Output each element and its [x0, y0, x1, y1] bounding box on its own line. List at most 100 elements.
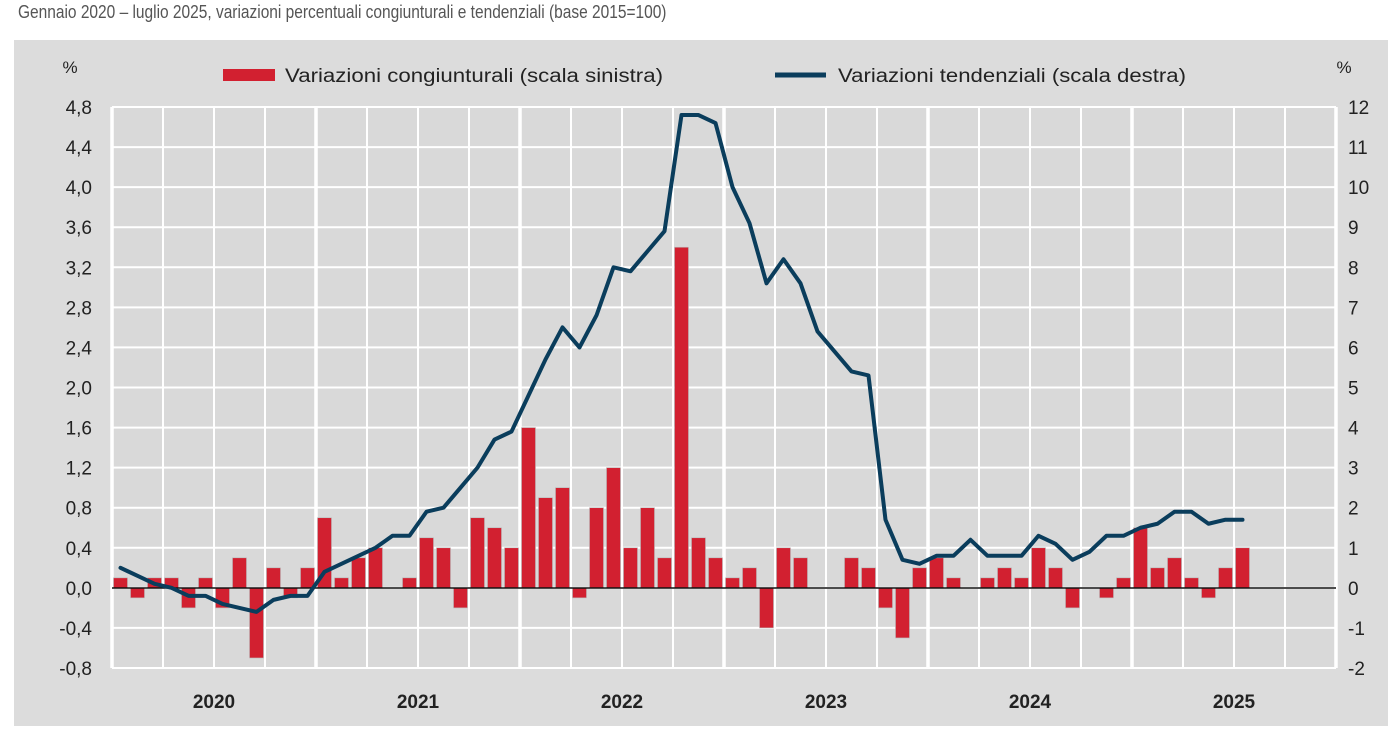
bar [776, 547, 791, 589]
bar [606, 467, 621, 589]
gridlines [110, 106, 1338, 669]
bar [657, 557, 672, 589]
bar [487, 527, 502, 589]
bar [895, 587, 910, 639]
year-label: 2021 [397, 692, 440, 713]
bar [130, 587, 145, 599]
bar [878, 587, 893, 609]
left-tick-label: 0,4 [66, 539, 93, 560]
right-tick-label: 12 [1348, 98, 1369, 119]
right-tick-label: 6 [1348, 338, 1359, 359]
bar [402, 577, 417, 589]
bar [368, 547, 383, 589]
bar [1201, 587, 1216, 599]
bar [351, 557, 366, 589]
right-tick-label: -1 [1348, 619, 1365, 640]
chart-subtitle: Gennaio 2020 – luglio 2025, variazioni p… [18, 2, 667, 22]
right-tick-label: 8 [1348, 258, 1359, 279]
left-tick-label: -0,8 [59, 659, 92, 680]
right-tick-label: 0 [1348, 579, 1359, 600]
bar [759, 587, 774, 629]
left-tick-label: 2,0 [66, 379, 92, 400]
legend-label-line: Variazioni tendenziali (scala destra) [838, 66, 1186, 87]
right-tick-label: 2 [1348, 499, 1359, 520]
legend-swatch-bars [223, 69, 275, 81]
bar [1048, 567, 1063, 589]
bar [555, 487, 570, 589]
axes: -0,8 -0,4 0,0 0,4 0,8 1,2 1,6 2,0 2,4 2,8 3,2 3,6 4,… [59, 98, 1369, 713]
bar [198, 577, 213, 589]
line-series [118, 113, 1245, 614]
left-tick-label: -0,4 [59, 619, 92, 640]
bar [470, 517, 485, 589]
left-tick-label: 4,8 [66, 98, 92, 119]
bar [572, 587, 587, 599]
bar [266, 567, 281, 589]
left-tick-label: 1,6 [66, 419, 92, 440]
legend-label-bars: Variazioni congiunturali (scala sinistra… [285, 66, 663, 87]
left-axis-unit: % [62, 58, 77, 77]
right-tick-label: 11 [1348, 138, 1368, 159]
legend: Variazioni congiunturali (scala sinistra… [223, 66, 1186, 87]
bar [504, 547, 519, 589]
right-axis-unit: % [1336, 58, 1351, 77]
bar [1116, 577, 1131, 589]
left-tick-label: 3,2 [66, 258, 92, 279]
bar [232, 557, 247, 589]
bar [708, 557, 723, 589]
left-tick-label: 0,0 [66, 579, 92, 600]
year-label: 2025 [1213, 692, 1256, 713]
bar [1099, 587, 1114, 599]
bar [861, 567, 876, 589]
year-label: 2024 [1009, 692, 1052, 713]
left-tick-label: 4,0 [66, 178, 92, 199]
bar [929, 557, 944, 589]
right-tick-label: 10 [1348, 178, 1369, 199]
bar [538, 497, 553, 589]
bar [334, 577, 349, 589]
bar [1133, 527, 1148, 589]
bar [181, 587, 196, 609]
bar [1150, 567, 1165, 589]
bar [521, 427, 536, 589]
right-tick-label: 1 [1348, 539, 1359, 560]
bar [623, 547, 638, 589]
right-tick-label: -2 [1348, 659, 1365, 680]
bar [691, 537, 706, 589]
bar-series [113, 246, 1250, 659]
left-tick-label: 2,4 [66, 338, 93, 359]
year-label: 2023 [805, 692, 847, 713]
bar [980, 577, 995, 589]
right-tick-label: 4 [1348, 419, 1359, 440]
bar [113, 577, 128, 589]
bar [1184, 577, 1199, 589]
bar [1065, 587, 1080, 609]
bar [946, 577, 961, 589]
bar [589, 507, 604, 589]
right-tick-label: 7 [1348, 298, 1359, 319]
bar [1218, 567, 1233, 589]
right-tick-label: 5 [1348, 379, 1359, 400]
right-tick-label: 9 [1348, 218, 1359, 239]
bar [674, 246, 689, 589]
bar [1167, 557, 1182, 589]
bar [742, 567, 757, 589]
bar [640, 507, 655, 589]
bar [249, 587, 264, 659]
left-tick-label: 4,4 [66, 138, 93, 159]
left-tick-label: 2,8 [66, 298, 92, 319]
bar [1031, 547, 1046, 589]
bar [453, 587, 468, 609]
year-label: 2020 [193, 692, 235, 713]
left-tick-label: 0,8 [66, 499, 92, 520]
bar [912, 567, 927, 589]
year-label: 2022 [601, 692, 643, 713]
bar [725, 577, 740, 589]
bar [300, 567, 315, 589]
left-tick-label: 3,6 [66, 218, 92, 239]
right-tick-label: 3 [1348, 459, 1359, 480]
bar [997, 567, 1012, 589]
bar [793, 557, 808, 589]
bar [1235, 547, 1250, 589]
